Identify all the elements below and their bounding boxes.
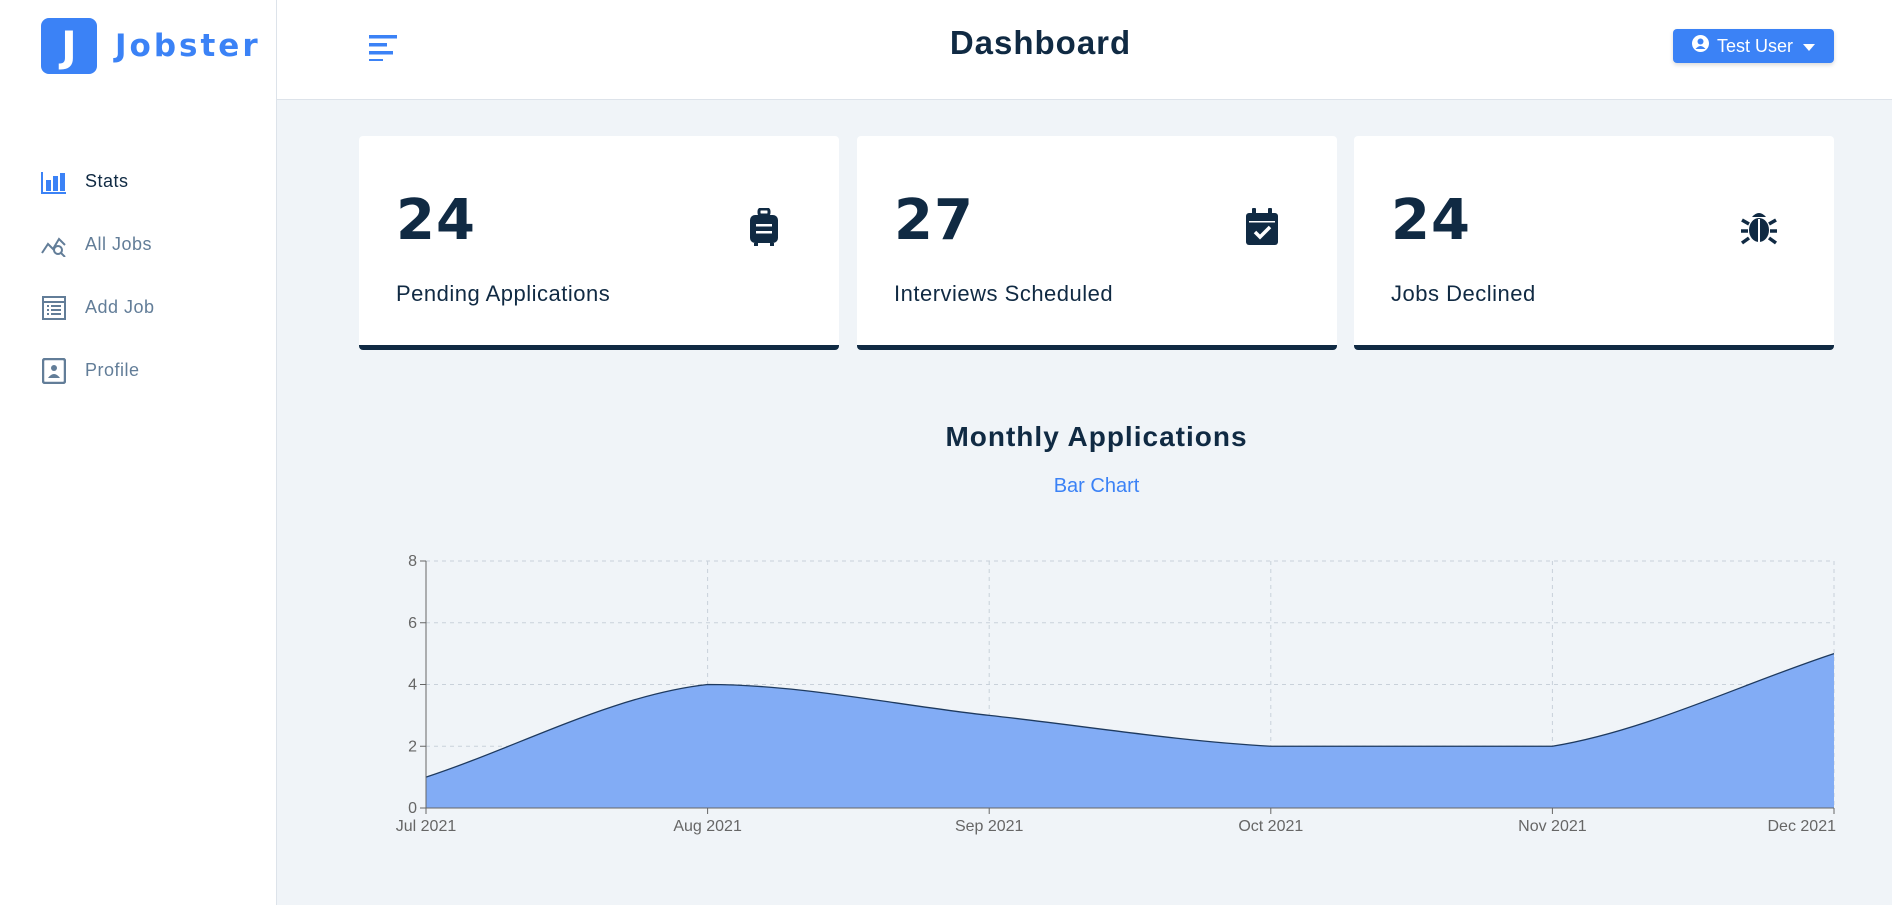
sidebar-item-label: All Jobs (85, 234, 153, 254)
chart-title: Monthly Applications (945, 421, 1248, 452)
id-card-icon (41, 357, 67, 384)
bug-icon (1734, 202, 1784, 252)
logo-text: Jobster (115, 28, 261, 64)
sidebar: J Jobster Stats All Jobs Add Job Profil (0, 0, 277, 905)
sidebar-item-label: Stats (85, 171, 129, 191)
y-tick-label: 8 (408, 553, 417, 570)
x-tick-label: Dec 2021 (1768, 818, 1837, 835)
stat-card-interviews: 27 Interviews Scheduled (857, 136, 1337, 350)
menu-align-left-icon (369, 35, 397, 61)
user-name: Test User (1716, 35, 1794, 56)
area-fill (426, 653, 1834, 808)
logo[interactable]: J Jobster (41, 18, 261, 74)
chart-type-toggle-button[interactable]: Bar Chart (1053, 475, 1140, 497)
x-tick-label: Sep 2021 (955, 818, 1024, 835)
sidebar-item-stats[interactable]: Stats (41, 150, 155, 213)
user-menu-button[interactable]: Test User (1673, 29, 1834, 63)
page-title: Dashboard (949, 24, 1132, 61)
sidebar-item-all-jobs[interactable]: All Jobs (41, 213, 155, 276)
stat-count: 24 (1391, 188, 1471, 253)
bar-chart-icon (41, 169, 67, 195)
sidebar-toggle-button[interactable] (367, 32, 399, 62)
stat-card-pending: 24 Pending Applications (359, 136, 839, 350)
stat-card-declined: 24 Jobs Declined (1354, 136, 1834, 350)
y-tick-label: 0 (408, 800, 417, 817)
stat-count: 24 (396, 188, 476, 253)
sidebar-nav: Stats All Jobs Add Job Profile (41, 150, 155, 402)
caret-down-icon (1803, 36, 1816, 57)
sidebar-item-add-job[interactable]: Add Job (41, 276, 155, 339)
x-tick-label: Jul 2021 (396, 818, 457, 835)
form-list-icon (41, 295, 67, 321)
top-navbar: Dashboard Test User (277, 0, 1892, 100)
series-line (425, 653, 1835, 778)
stat-label: Interviews Scheduled (894, 281, 1114, 306)
y-tick-label: 2 (408, 738, 417, 755)
suitcase-icon (739, 202, 789, 252)
chart-search-icon (41, 232, 67, 258)
sidebar-item-label: Profile (85, 360, 140, 380)
sidebar-item-label: Add Job (85, 297, 155, 317)
stat-count: 27 (894, 188, 974, 253)
sidebar-item-profile[interactable]: Profile (41, 339, 155, 402)
stat-label: Jobs Declined (1391, 281, 1536, 306)
x-tick-label: Aug 2021 (673, 818, 742, 835)
area-chart: 0 2 4 6 8 Jul 2021 Aug 2021 Sep 2021 Oct 2021 Nov… (396, 553, 1837, 835)
user-circle-icon (1691, 35, 1709, 57)
x-tick-label: Nov 2021 (1518, 818, 1587, 835)
calendar-check-icon (1237, 202, 1287, 252)
x-tick-label: Oct 2021 (1238, 818, 1303, 835)
stat-label: Pending Applications (396, 281, 611, 306)
y-tick-label: 4 (408, 677, 417, 694)
y-tick-label: 6 (408, 615, 417, 632)
logo-mark: J (41, 18, 97, 74)
